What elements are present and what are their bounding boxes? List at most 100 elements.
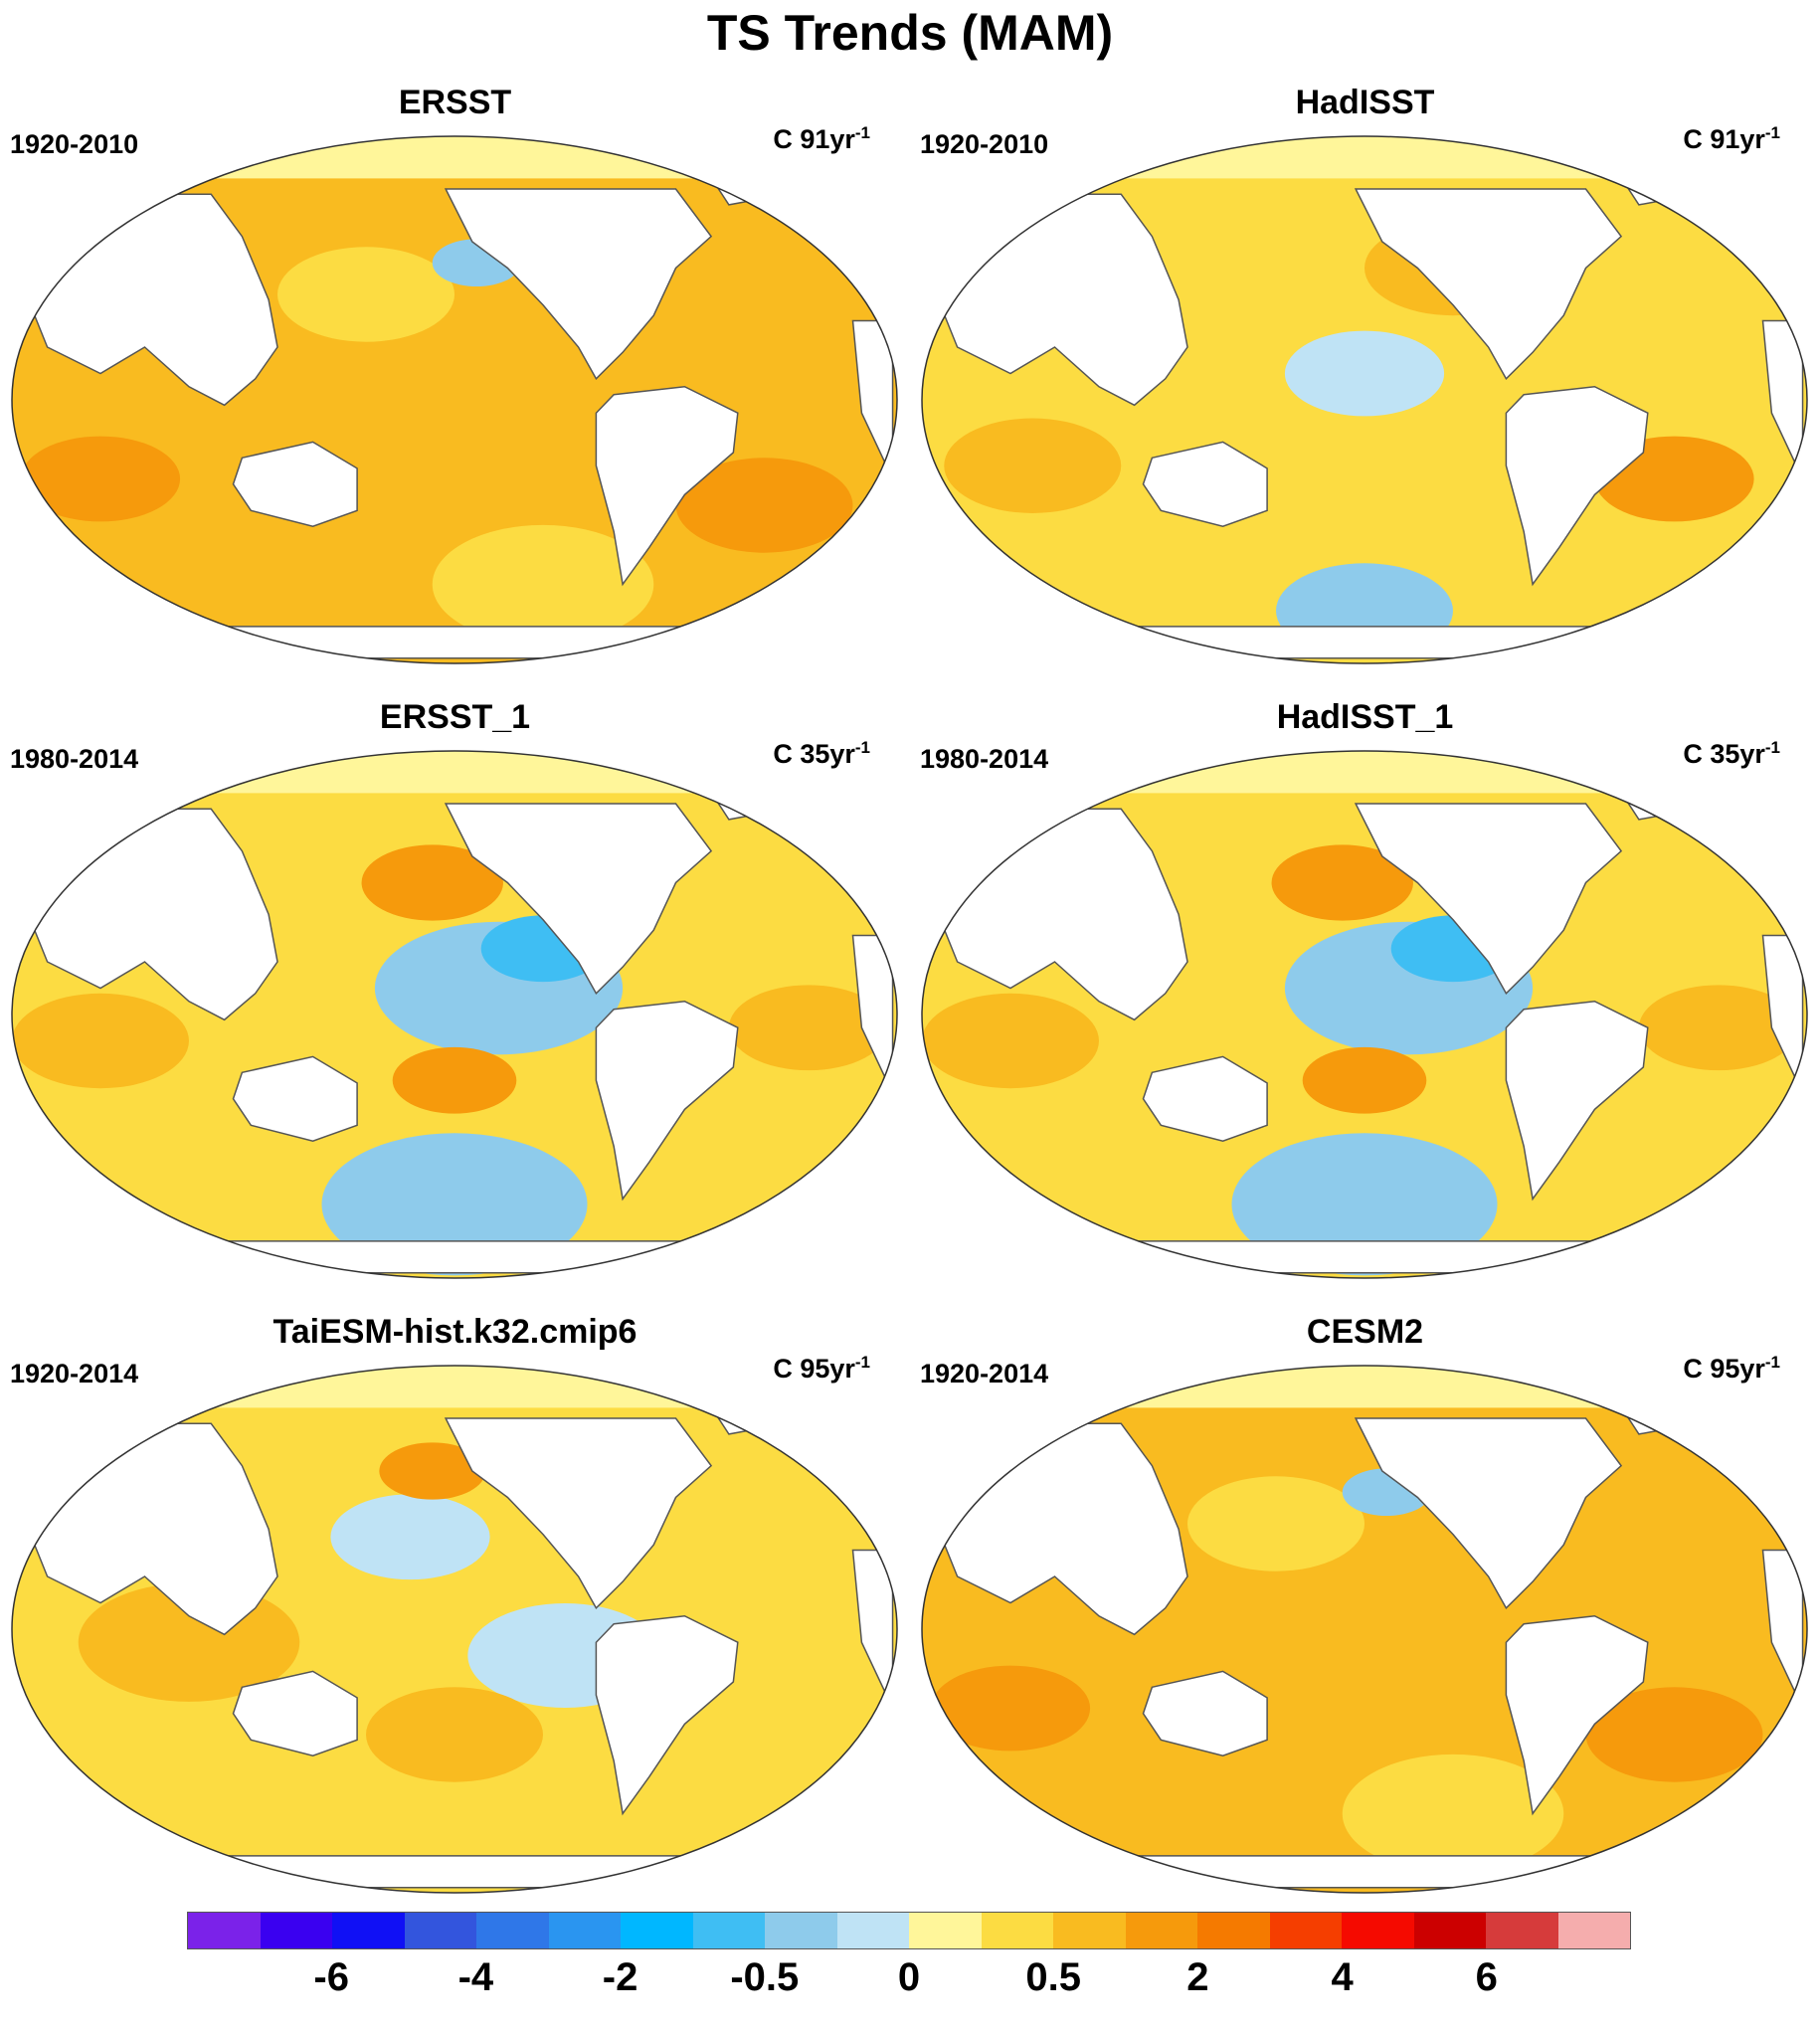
colorbar-tick-label: 2 [1186,1955,1209,1999]
trend-anomaly [1302,1046,1427,1114]
trend-anomaly [930,1665,1091,1752]
trend-anomaly [697,1634,875,1730]
land-ant [188,1240,721,1274]
map-panel: ERSST 1920-2010 C 91yr-1 [0,82,910,698]
land-aus [1142,441,1268,527]
land-nam [444,188,713,381]
land-sam [595,1000,739,1201]
units-label: C 95yr [773,1354,855,1384]
colorbar-box [548,1913,621,1948]
land-sam [595,1614,739,1816]
map-panel: HadISST 1920-2010 C 91yr-1 [910,82,1820,698]
colorbar-tick-label: -6 [313,1955,349,1999]
trend-anomaly [922,993,1099,1089]
colorbar-box [260,1913,332,1948]
colorbar-tick-label: 0.5 [1025,1955,1081,1999]
land-aus [232,1055,358,1142]
trend-anomaly [1342,1754,1564,1874]
colorbar-box [765,1913,837,1948]
land-sam [595,385,739,587]
land-ant [1098,1855,1631,1889]
trend-map [921,135,1808,664]
land-nam [1354,803,1623,996]
arctic-band [922,1366,1807,1408]
map-panel: CESM2 1920-2014 C 95yr-1 [910,1311,1820,1928]
map-outline [11,135,898,664]
land-nam [1354,188,1623,381]
colorbar-box [621,1913,693,1948]
trend-map [11,135,898,664]
land-nam [444,1417,713,1610]
arctic-band [12,136,897,179]
panel-period: 1980-2014 [920,744,1049,774]
trend-anomaly [277,247,455,342]
colorbar-box [188,1913,261,1948]
panel-period: 1920-2014 [920,1359,1049,1388]
panel-title: ERSST_1 [379,698,531,736]
trend-anomaly [1187,1476,1365,1571]
colorbar-box [1486,1913,1558,1948]
map-outline [921,1365,1808,1894]
colorbar-box [692,1913,765,1948]
panel-period: 1920-2010 [10,129,139,159]
trend-anomaly [1231,1133,1498,1276]
colorbar-box [1197,1913,1270,1948]
trend-anomaly [675,458,853,553]
panel-title: TaiESM-hist.k32.cmip6 [273,1313,637,1351]
units-label: C 91yr [1683,124,1765,154]
map-outline [921,135,1808,664]
map-panel: TaiESM-hist.k32.cmip6 1920-2014 C 95yr-1 [0,1311,910,1928]
map-panel: ERSST_1 1980-2014 C 35yr-1 [0,696,910,1313]
land-ant [188,626,721,659]
colorbar-box [1125,1913,1197,1948]
panel-units: C 35yr-1 [1683,738,1780,770]
trend-anomaly [1585,1687,1763,1782]
units-label: C 91yr [773,124,855,154]
arctic-band [922,751,1807,794]
colorbar-tick-label: 0 [897,1955,921,1999]
panel-title: ERSST [398,84,512,121]
panel-period: 1920-2010 [920,129,1049,159]
trend-anomaly [432,524,654,645]
units-label: C 95yr [1683,1354,1765,1384]
units-exponent: -1 [854,1353,870,1372]
land-aus [1142,1670,1268,1756]
colorbar-box [404,1913,476,1948]
colorbar-box [1557,1913,1630,1948]
map-outline [11,1365,898,1894]
panel-units: C 91yr-1 [1683,123,1780,155]
units-exponent: -1 [1764,738,1780,757]
trend-anomaly [728,985,889,1071]
colorbar-tick-label: 4 [1331,1955,1354,1999]
units-label: C 35yr [773,739,855,769]
arctic-band [922,136,1807,179]
panel-title: HadISST [1295,84,1435,121]
colorbar-box [981,1913,1053,1948]
colorbar-box [332,1913,405,1948]
colorbar-box [1269,1913,1342,1948]
panel-title: HadISST_1 [1276,698,1454,736]
units-label: C 35yr [1683,739,1765,769]
land-ant [188,1855,721,1889]
colorbar-box [1053,1913,1126,1948]
map-panel: HadISST_1 1980-2014 C 35yr-1 [910,696,1820,1313]
figure-title: TS Trends (MAM) [706,5,1114,61]
trend-anomaly [392,1046,517,1114]
land-aus [232,441,358,527]
trend-anomaly [361,844,503,921]
land-nam [444,803,713,996]
trend-anomaly [1638,985,1799,1071]
colorbar [187,1912,1631,1949]
colorbar-tick-label: -0.5 [730,1955,800,1999]
trend-anomaly [366,1687,543,1782]
panel-units: C 35yr-1 [773,738,870,770]
land-aus [1142,1055,1268,1142]
map-outline [921,750,1808,1279]
land-ant [1098,1240,1631,1274]
trend-anomaly [20,436,181,522]
colorbar-box [909,1913,982,1948]
map-outline [11,750,898,1279]
arctic-band [12,751,897,794]
colorbar-box [476,1913,549,1948]
colorbar-box [1342,1913,1414,1948]
